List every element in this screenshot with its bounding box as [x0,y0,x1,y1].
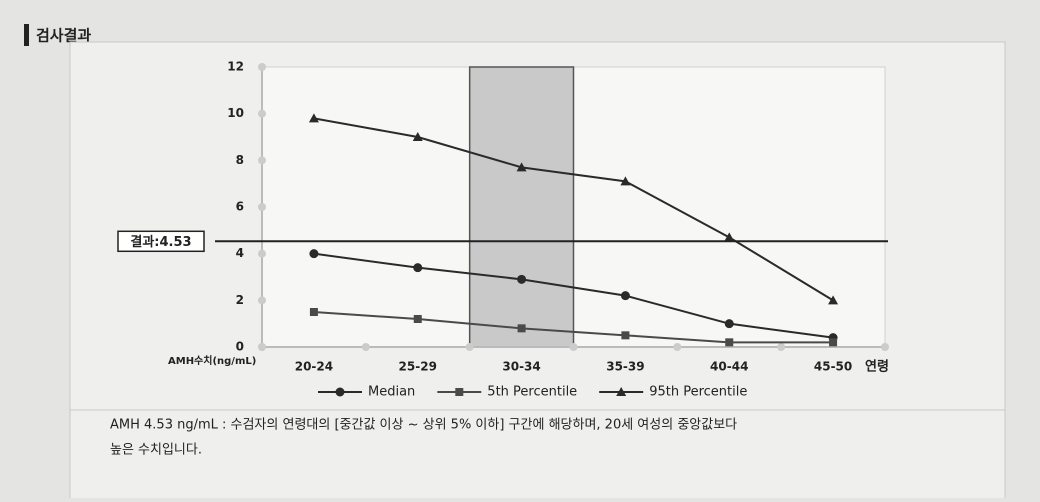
data-point [517,324,526,333]
y-tick-label: 0 [236,340,244,354]
data-point [517,274,527,284]
reference-label: 결과:4.53 [130,234,191,250]
legend-label: 95th Percentile [649,385,747,400]
y-tick-label: 6 [236,200,244,214]
title-bar [24,24,29,46]
series-line [313,311,834,344]
series-line [313,117,834,302]
data-point [308,113,319,123]
x-tick-mark [881,343,889,351]
section-title: 검사결과 [36,27,91,45]
x-tick-label: 40-44 [710,360,748,374]
y-tick-label: 2 [236,293,244,307]
reference-label-box [117,230,205,253]
x-tick-label: 25-29 [399,360,437,374]
data-point [620,291,630,301]
x-tick-mark [569,343,578,351]
y-axis-label: AMH수치(ng/mL) [168,354,256,367]
x-tick-mark [777,343,786,351]
y-tick-label: 4 [236,246,244,260]
data-point [620,176,631,186]
data-point [413,315,422,323]
y-tick-mark [258,296,266,305]
x-tick-mark [465,343,474,351]
data-point [412,132,423,141]
data-point [621,331,630,340]
legend-label: Median [368,385,415,400]
data-point [724,232,735,242]
data-point [829,338,838,347]
footer-line: 높은 수치입니다. [110,443,202,458]
x-tick-label: 30-34 [502,360,540,374]
legend-marker [616,387,627,396]
series-line [313,252,834,339]
y-tick-label: 8 [236,153,244,167]
data-point [724,319,734,329]
x-tick-mark [258,343,266,351]
legend-marker [335,387,345,397]
x-tick-label: 35-39 [606,360,644,374]
x-axis-label: 연령 [865,360,889,375]
data-point [828,295,839,305]
y-tick-mark [258,109,266,118]
data-point [309,308,318,316]
x-tick-label: 45-50 [814,360,852,374]
y-tick-label: 12 [227,60,244,74]
data-point [725,338,734,347]
legend-marker [455,388,464,396]
y-tick-mark [258,156,266,165]
y-tick-label: 10 [227,106,244,120]
data-point [413,263,423,273]
data-point [309,249,319,259]
x-tick-mark [673,343,682,351]
y-tick-mark [258,63,266,71]
footer-line: AMH 4.53 ng/mL : 수검자의 연령대의 [중간값 이상 ~ 상위 … [110,418,737,433]
y-tick-mark [258,203,266,211]
data-point [516,162,527,172]
highlight-band [468,66,575,348]
x-tick-mark [361,343,370,351]
legend-label: 5th Percentile [487,385,577,400]
x-tick-label: 20-24 [295,360,333,374]
y-tick-mark [258,249,266,258]
